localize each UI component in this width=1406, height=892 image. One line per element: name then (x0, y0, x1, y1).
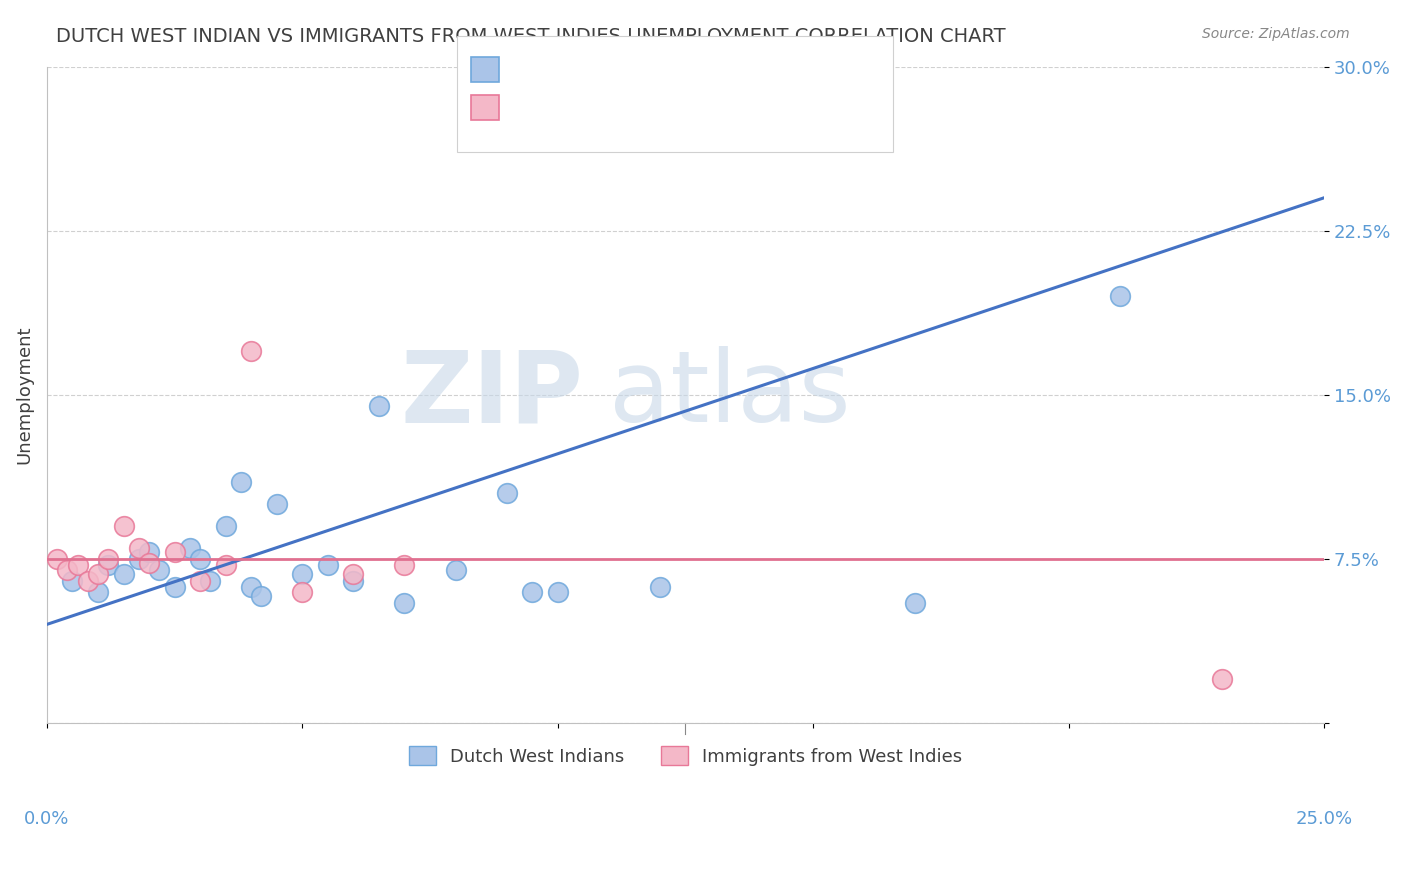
Point (229, 475, 252, 490)
Text: atlas: atlas (609, 346, 851, 443)
Point (163, 580, 186, 594)
Point (250, 589, 273, 603)
Text: 0.0%: 0.0% (24, 810, 69, 829)
Text: 25.0%: 25.0% (1295, 810, 1353, 829)
Point (394, 558, 416, 573)
Point (342, 574, 364, 588)
Point (291, 584, 314, 599)
Point (97, 551, 120, 566)
Point (112, 567, 135, 582)
Point (367, 399, 389, 413)
Point (316, 558, 339, 573)
Point (128, 551, 150, 566)
Text: DUTCH WEST INDIAN VS IMMIGRANTS FROM WEST INDIES UNEMPLOYMENT CORRELATION CHART: DUTCH WEST INDIAN VS IMMIGRANTS FROM WES… (56, 27, 1005, 45)
Point (215, 519, 238, 533)
Y-axis label: Unemployment: Unemployment (15, 326, 32, 464)
Point (291, 567, 314, 582)
Point (904, 595, 927, 609)
Text: R = 0.001   N = 17: R = 0.001 N = 17 (505, 103, 675, 120)
Point (76, 574, 98, 588)
Point (138, 556, 160, 570)
Text: ZIP: ZIP (401, 346, 583, 443)
Point (1108, 289, 1130, 303)
Point (87, 584, 110, 599)
Point (97, 558, 120, 573)
Point (188, 551, 211, 566)
Point (188, 574, 211, 588)
Point (444, 563, 467, 577)
Point (46, 551, 69, 566)
Point (266, 497, 288, 511)
Text: R = 0.553   N = 28: R = 0.553 N = 28 (505, 65, 675, 83)
Text: Source: ZipAtlas.com: Source: ZipAtlas.com (1202, 27, 1350, 41)
Point (240, 580, 263, 594)
Point (87, 567, 110, 582)
Point (112, 519, 135, 533)
Point (648, 580, 671, 594)
Point (179, 541, 201, 555)
Point (215, 558, 238, 573)
Point (547, 584, 569, 599)
Point (148, 563, 170, 577)
Point (342, 567, 364, 582)
Point (66, 558, 89, 573)
Point (240, 343, 263, 358)
Point (495, 486, 517, 500)
Point (56, 563, 79, 577)
Point (138, 545, 160, 559)
Point (1211, 672, 1233, 686)
Point (163, 545, 186, 559)
Point (128, 541, 150, 555)
Point (394, 595, 416, 609)
Point (520, 584, 543, 599)
Point (62, 574, 84, 588)
Point (200, 574, 222, 588)
Legend: Dutch West Indians, Immigrants from West Indies: Dutch West Indians, Immigrants from West… (401, 739, 969, 772)
